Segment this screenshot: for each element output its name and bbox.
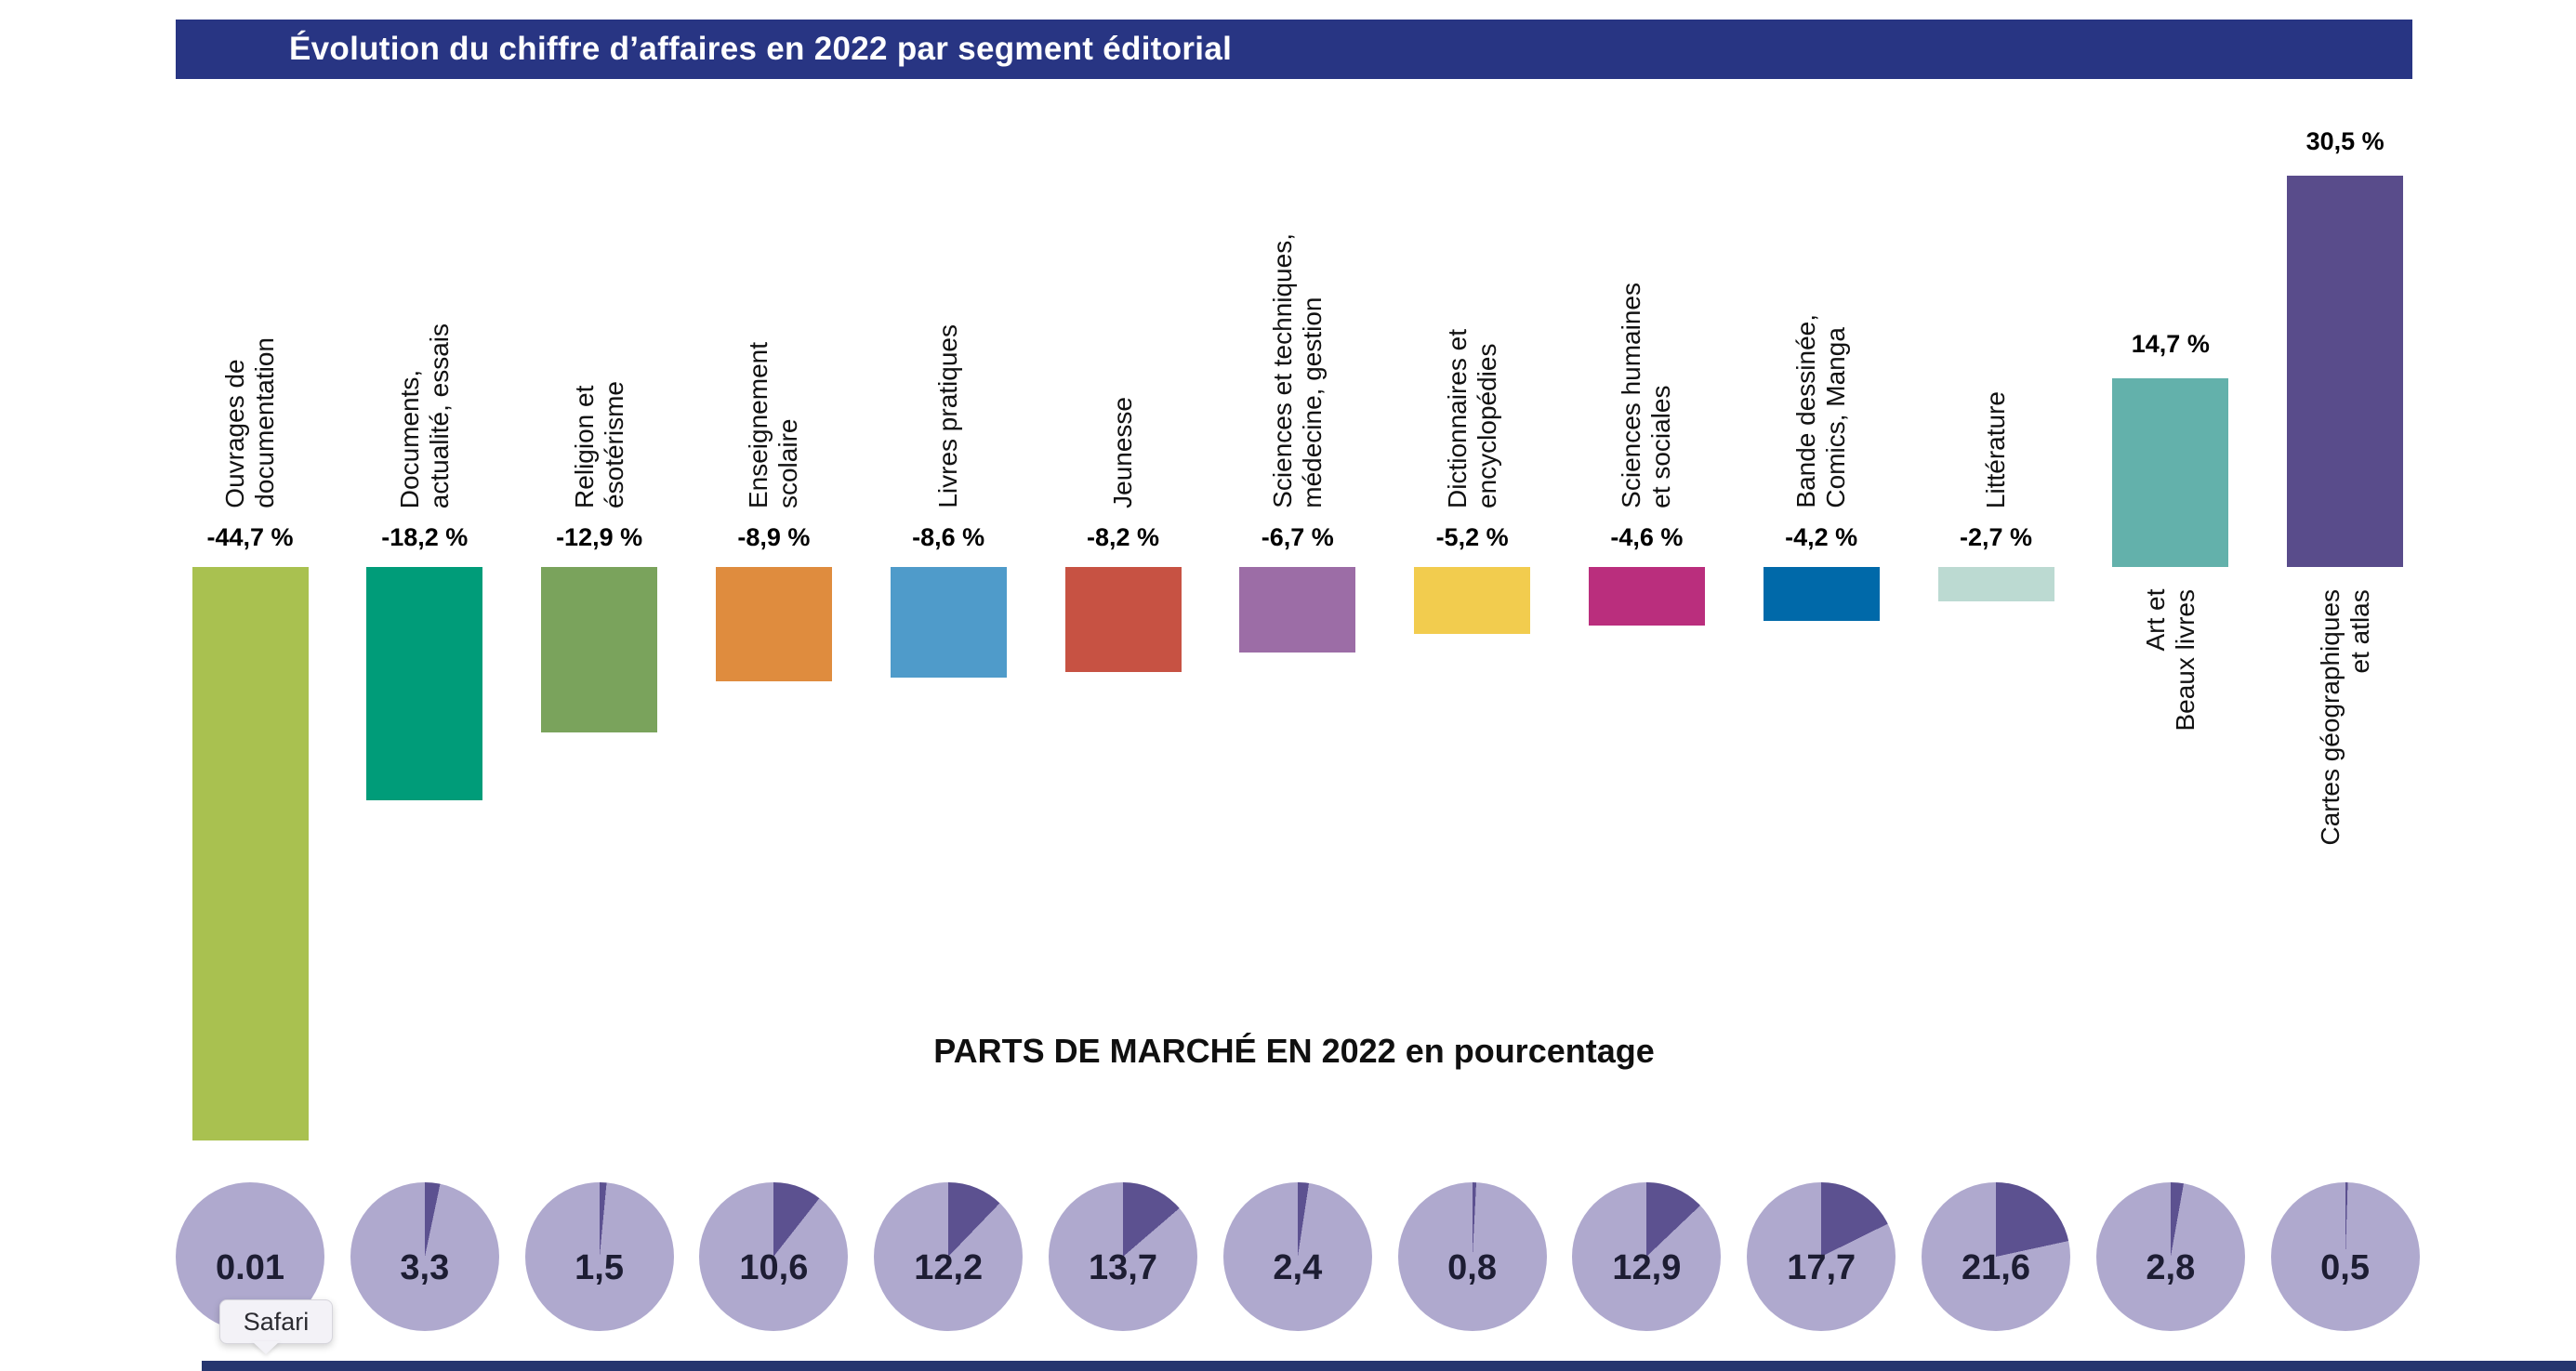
market-share-pie-dictionnaires-encyclopedies: 0,8 [1397, 1182, 1547, 1331]
segment-header: Bande dessinée, Comics, Manga -4,2 % [1730, 56, 1912, 552]
market-share-value: 2,8 [2146, 1247, 2196, 1287]
market-share-value: 13,7 [1089, 1247, 1157, 1287]
bar-dictionnaires-encyclopedies [1414, 567, 1531, 634]
bar-bande-dessinee-comics-manga [1763, 567, 1880, 621]
market-share-pie-jeunesse: 13,7 [1049, 1182, 1197, 1331]
market-share-pie-bande-dessinee-comics-manga: 17,7 [1747, 1182, 1896, 1331]
segment-header: Sciences et techniques, médecine, gestio… [1207, 56, 1389, 552]
market-share-value: 0,5 [2320, 1247, 2370, 1287]
dock-tooltip-label: Safari [243, 1307, 310, 1336]
market-share-value: 10,6 [739, 1247, 809, 1287]
evolution-value: -8,9 % [737, 523, 811, 551]
market-share-value: 2,4 [1273, 1247, 1323, 1287]
segment-header: Littérature -2,7 % [1905, 56, 2087, 552]
segment-header: Jeunesse -8,2 % [1032, 56, 1214, 552]
evolution-value: -4,2 % [1785, 523, 1858, 551]
evolution-value: -18,2 % [381, 523, 469, 551]
bar-ouvrages-de-documentation [192, 567, 309, 1140]
evolution-value: -4,6 % [1610, 523, 1684, 551]
bar-cartes-geographiques-et-atlas [2287, 176, 2404, 567]
segment-header: Sciences humaines et sociales -4,6 % [1555, 56, 1737, 552]
chart-title: Évolution du chiffre d’affaires en 2022 … [289, 31, 1233, 67]
bar-religion-et-esoterisme [541, 567, 658, 733]
market-share-value: 1,5 [575, 1247, 624, 1287]
bar-sciences-techniques-medecine-gestion [1239, 567, 1356, 653]
bar-sciences-humaines-sociales [1588, 567, 1705, 626]
segment-header: Enseignement scolaire -8,9 % [682, 56, 865, 552]
evolution-value: -5,2 % [1435, 523, 1509, 551]
evolution-value: 30,5 % [2305, 127, 2384, 156]
market-share-value: 0,8 [1447, 1247, 1497, 1287]
chart-title-bar: Évolution du chiffre d’affaires en 2022 … [176, 20, 2412, 79]
bar-documents-actualite-essais [366, 567, 483, 801]
bar-enseignement-scolaire [715, 567, 832, 681]
evolution-value: 14,7 % [2131, 330, 2210, 359]
bar-jeunesse [1064, 567, 1182, 673]
market-share-pie-litterature: 21,6 [1922, 1182, 2070, 1331]
market-share-pie-enseignement-scolaire: 10,6 [699, 1182, 849, 1331]
market-share-value: 12,9 [1612, 1247, 1682, 1287]
evolution-value: -8,6 % [912, 523, 985, 551]
market-share-pie-sciences-techniques-medecine-gestion: 2,4 [1222, 1182, 1372, 1331]
market-share-pie-sciences-humaines-sociales: 12,9 [1572, 1182, 1722, 1331]
market-share-value: 12,2 [914, 1247, 984, 1287]
market-share-pie-religion-et-esoterisme: 1,5 [524, 1182, 674, 1331]
evolution-value: -2,7 % [1959, 523, 2033, 551]
market-share-title: PARTS DE MARCHÉ EN 2022 en pourcentage [933, 1032, 1655, 1070]
evolution-value: -8,2 % [1086, 523, 1160, 551]
market-share-value: 0.01 [216, 1247, 284, 1287]
segment-header: Religion et ésotérisme -12,9 % [509, 56, 691, 552]
market-share-pie-documents-actualite-essais: 3,3 [350, 1182, 499, 1331]
market-share-pie-art-et-beaux-livres: 2,8 [2095, 1182, 2245, 1331]
background-window-edge [202, 1361, 2576, 1371]
market-share-pie-cartes-geographiques-et-atlas: 0,5 [2270, 1182, 2420, 1331]
segment-header: Ouvrages de documentation -44,7 % [159, 56, 341, 552]
market-share-value: 21,6 [1962, 1247, 2030, 1287]
market-share-pie-livres-pratiques: 12,2 [874, 1182, 1024, 1331]
segment-header: Documents, actualité, essais -18,2 % [334, 56, 516, 552]
evolution-value: -6,7 % [1261, 523, 1334, 551]
evolution-value: -44,7 % [206, 523, 294, 551]
tooltip-arrow-icon [252, 1341, 280, 1354]
market-share-value: 3,3 [400, 1247, 450, 1287]
bar-art-et-beaux-livres [2112, 378, 2229, 567]
bar-litterature [1937, 567, 2054, 602]
segment-header: Livres pratiques -8,6 % [857, 56, 1039, 552]
dock-tooltip: Safari [219, 1299, 333, 1354]
segment-header: Dictionnaires et encyclopédies -5,2 % [1381, 56, 1564, 552]
bar-livres-pratiques [890, 567, 1007, 678]
evolution-value: -12,9 % [556, 523, 643, 551]
market-share-value: 17,7 [1787, 1247, 1856, 1287]
